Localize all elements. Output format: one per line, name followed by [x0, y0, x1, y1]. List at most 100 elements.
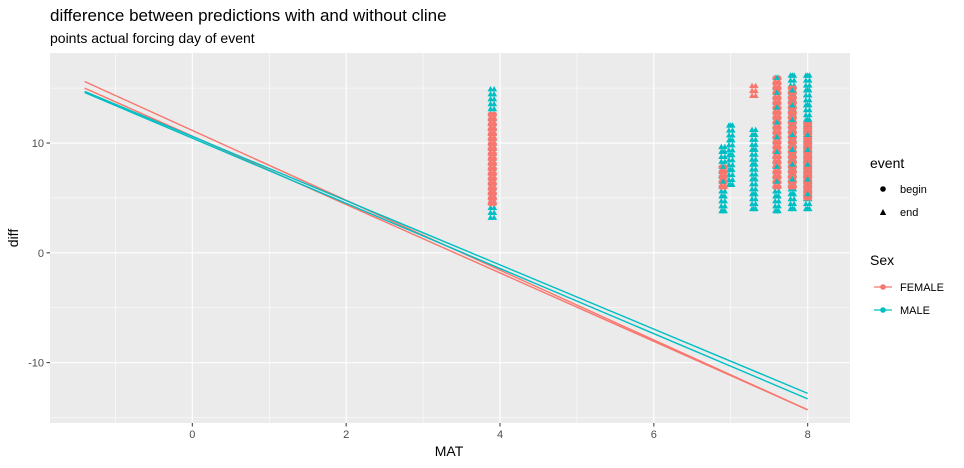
data-point-male-end — [750, 161, 757, 167]
data-point-male-end — [789, 176, 796, 182]
data-point-male-end — [775, 198, 782, 204]
data-point-male-end — [773, 74, 780, 80]
data-point-male-end — [775, 202, 782, 209]
legend-sex-title: Sex — [870, 252, 894, 268]
data-point-female-begin — [491, 166, 497, 172]
legend-label-male: MALE — [900, 305, 930, 317]
data-point-male-end — [806, 106, 813, 113]
data-point-male-end — [720, 207, 727, 214]
data-point-male-end — [491, 100, 498, 107]
data-point-female-begin — [806, 135, 813, 142]
data-point-male-end — [789, 116, 796, 123]
data-point-female-begin — [491, 151, 497, 157]
data-point-female-begin — [491, 175, 497, 182]
data-point-male-end — [752, 181, 759, 187]
data-point-female-begin — [806, 170, 813, 177]
data-point-female-begin — [491, 146, 497, 152]
data-point-male-end — [729, 176, 736, 183]
data-point-male-end — [804, 87, 811, 93]
trend-line-male — [84, 90, 808, 395]
data-point-female-begin — [491, 141, 497, 147]
data-point-female-begin — [775, 80, 782, 86]
data-point-male-end — [491, 95, 498, 102]
data-point-male-end — [789, 146, 796, 152]
data-point-male-end — [729, 132, 736, 138]
data-point-female-begin — [775, 144, 782, 151]
data-point-female-begin — [491, 195, 497, 202]
data-point-male-end — [775, 188, 782, 194]
data-point-male-end — [789, 87, 796, 93]
data-point-male-end — [752, 126, 759, 133]
data-point-female-begin — [491, 161, 497, 167]
data-point-female-begin — [806, 165, 813, 172]
data-point-male-end — [491, 90, 498, 97]
data-point-male-end — [804, 116, 811, 123]
data-point-female-begin — [791, 139, 797, 146]
data-point-male-end — [721, 198, 728, 204]
data-point-male-end — [752, 156, 759, 162]
data-points — [487, 72, 813, 220]
data-point-male-end — [791, 195, 798, 202]
data-point-male-end — [727, 181, 734, 187]
data-point-female-begin — [722, 184, 728, 190]
data-point-female-begin — [806, 140, 813, 147]
data-point-male-end — [720, 163, 727, 169]
data-point-male-end — [804, 205, 811, 212]
data-point-male-end — [773, 193, 780, 199]
data-point-male-end — [720, 178, 727, 184]
data-point-male-end — [752, 136, 759, 142]
data-point-male-end — [804, 161, 811, 167]
data-point-male-end — [773, 207, 780, 214]
data-point-male-end — [727, 166, 734, 173]
data-point-male-end — [720, 148, 727, 155]
data-point-male-end — [791, 77, 798, 83]
data-point-male-end — [773, 133, 780, 140]
data-point-female-begin — [491, 136, 497, 142]
legend-end-triangle-icon — [879, 209, 887, 215]
data-point-female-end — [752, 87, 759, 94]
data-point-male-end — [789, 190, 796, 197]
x-axis-title: MAT — [435, 443, 464, 459]
x-tick-label: 2 — [343, 429, 349, 441]
data-point-male-end — [752, 141, 759, 147]
data-point-male-end — [729, 156, 736, 163]
data-point-female-begin — [491, 156, 497, 162]
data-point-female-begin — [491, 185, 497, 192]
data-point-male-end — [806, 111, 813, 118]
data-point-male-end — [721, 153, 728, 159]
data-point-female-begin — [491, 121, 497, 128]
data-point-female-begin — [791, 169, 797, 175]
data-point-male-end — [806, 200, 813, 207]
data-point-male-end — [773, 163, 780, 169]
data-point-female-begin — [775, 184, 782, 190]
chart-title: difference between predictions with and … — [50, 6, 447, 25]
data-point-male-end — [806, 97, 813, 103]
data-point-male-end — [773, 148, 780, 155]
data-point-male-end — [729, 146, 736, 153]
data-point-male-end — [773, 89, 780, 95]
data-point-male-end — [804, 176, 811, 182]
x-axis-ticks: 0 2 4 6 8 — [189, 423, 811, 441]
data-point-male-end — [729, 142, 736, 148]
legend-label-begin: begin — [900, 184, 927, 196]
data-point-male-end — [721, 188, 728, 194]
data-point-female-begin — [775, 100, 782, 106]
x-tick-label: 6 — [651, 429, 657, 441]
y-tick-label: 0 — [38, 248, 44, 260]
data-point-male-end — [721, 143, 728, 150]
y-tick-label: -10 — [28, 358, 44, 370]
data-point-male-end — [806, 92, 813, 98]
data-point-female-begin — [806, 180, 813, 186]
legend-begin-circle-icon — [880, 186, 886, 192]
data-point-female-end — [752, 92, 759, 99]
data-point-male-end — [804, 72, 811, 78]
trend-lines — [84, 80, 808, 411]
data-point-male-end — [727, 151, 734, 158]
data-point-male-end — [804, 131, 811, 137]
data-point-male-end — [773, 178, 780, 184]
data-point-female-begin — [775, 159, 782, 166]
y-axis-ticks: -10 0 10 — [28, 138, 50, 370]
data-point-female-begin — [806, 150, 813, 157]
data-point-male-end — [773, 118, 780, 125]
